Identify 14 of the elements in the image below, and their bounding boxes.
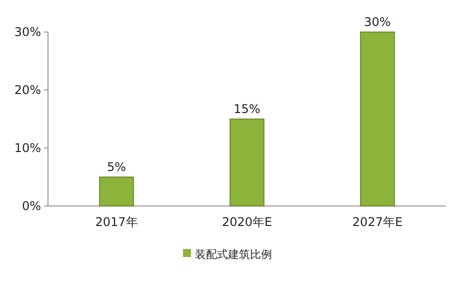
data-label: 15% [234,102,260,116]
data-label: 5% [106,160,126,174]
y-tick-label: 30% [14,25,41,40]
legend-label: 装配式建筑比例 [195,248,272,261]
bar [360,32,395,206]
x-tick-label: 2027年E [352,215,403,229]
bar [230,118,264,206]
y-tick-label: 0% [22,199,41,214]
y-tick-label: 20% [14,83,41,98]
x-tick-label: 2020年E [222,215,272,229]
data-label: 30% [364,15,391,29]
x-tick-label: 2017年 [95,215,138,229]
bar [99,176,134,206]
y-tick-label: 10% [14,141,41,156]
